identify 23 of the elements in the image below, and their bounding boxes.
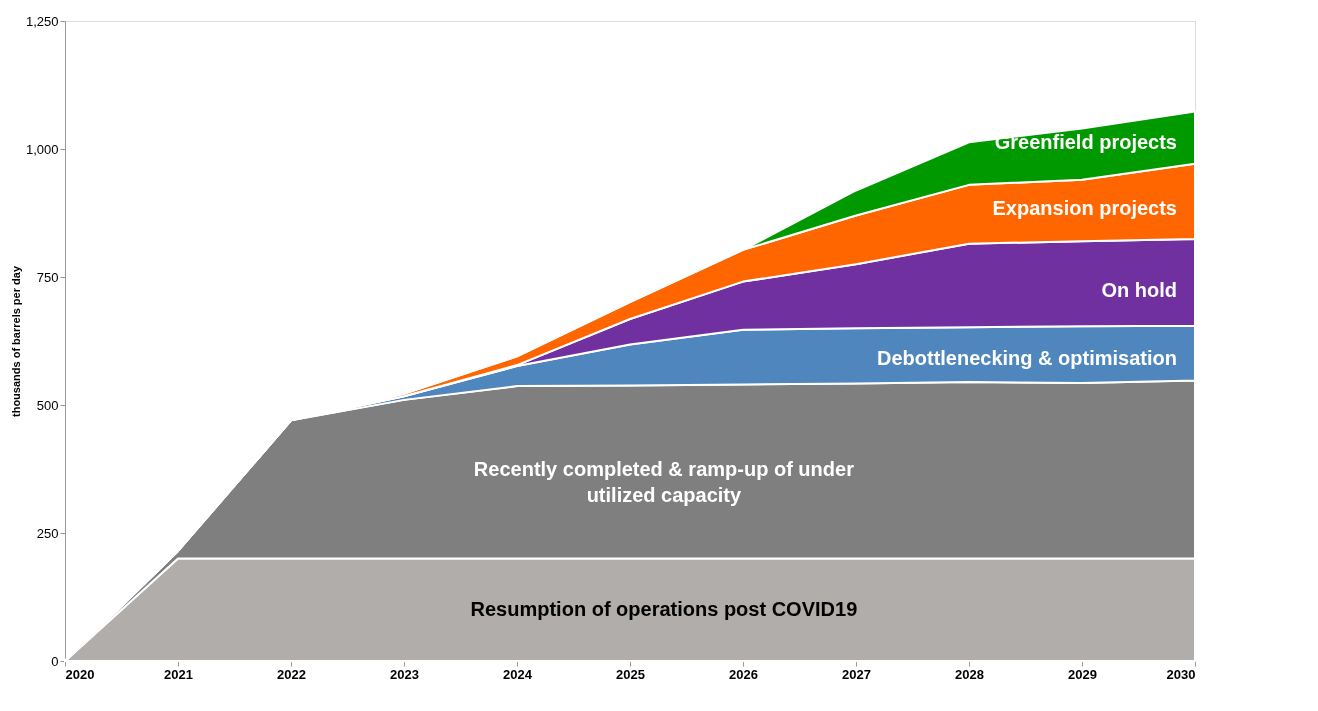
x-tick-label: 2023 — [390, 666, 419, 682]
series-label: Resumption of operations post COVID19 — [470, 597, 858, 620]
x-tick-label: 2030 — [1166, 666, 1196, 682]
series-label: On hold — [1101, 279, 1177, 302]
x-tick-label: 2025 — [616, 666, 645, 682]
x-tick-label: 2027 — [842, 666, 871, 682]
x-tick-label: 2021 — [164, 666, 193, 682]
x-tick-label: 2020 — [65, 666, 95, 682]
y-axis-title: thousands of barrels per day — [9, 265, 22, 417]
series-label: Recently completed & ramp-up of under utilized capacity — [473, 457, 855, 506]
y-tick-label: 1,250 — [25, 13, 59, 29]
y-tick-label: 1,000 — [25, 141, 59, 157]
x-tick-label: 2029 — [1068, 666, 1097, 682]
series-label: Expansion projects — [992, 197, 1177, 220]
x-tick-label: 2022 — [277, 666, 306, 682]
x-tick-label: 2028 — [955, 666, 984, 682]
x-tick-label: 2024 — [503, 666, 533, 682]
y-tick-label: 250 — [36, 525, 59, 541]
y-tick-label: 750 — [36, 269, 59, 285]
y-tick-label: 500 — [36, 397, 59, 413]
x-tick-label: 2026 — [729, 666, 758, 682]
series-label: Debottlenecking & optimisation — [876, 346, 1177, 369]
y-tick-label: 0 — [51, 653, 59, 669]
